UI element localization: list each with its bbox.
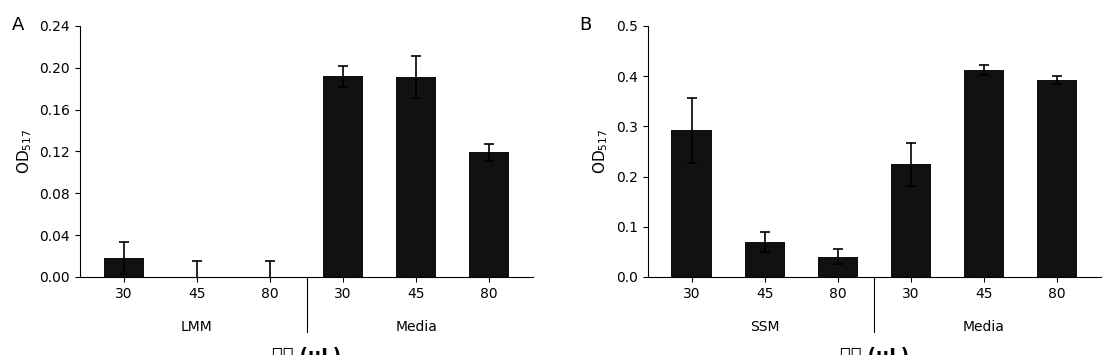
Text: Media: Media (963, 320, 1004, 334)
Text: Media: Media (395, 320, 437, 334)
Bar (469, 152, 509, 277)
Y-axis label: OD$_{517}$: OD$_{517}$ (15, 129, 33, 174)
Text: SSM: SSM (750, 320, 779, 334)
Text: LMM: LMM (181, 320, 213, 334)
Text: 시료 (μL): 시료 (μL) (840, 347, 908, 355)
Bar (818, 257, 858, 277)
Bar (323, 76, 363, 277)
Y-axis label: OD$_{517}$: OD$_{517}$ (591, 129, 610, 174)
Bar (1037, 80, 1077, 277)
Bar (744, 242, 785, 277)
Bar (396, 77, 436, 277)
Bar (964, 70, 1004, 277)
Text: A: A (12, 16, 25, 34)
Text: B: B (579, 16, 591, 34)
Bar (891, 164, 931, 277)
Text: 시료 (μL): 시료 (μL) (272, 347, 341, 355)
Bar (672, 130, 712, 277)
Bar (104, 258, 144, 277)
